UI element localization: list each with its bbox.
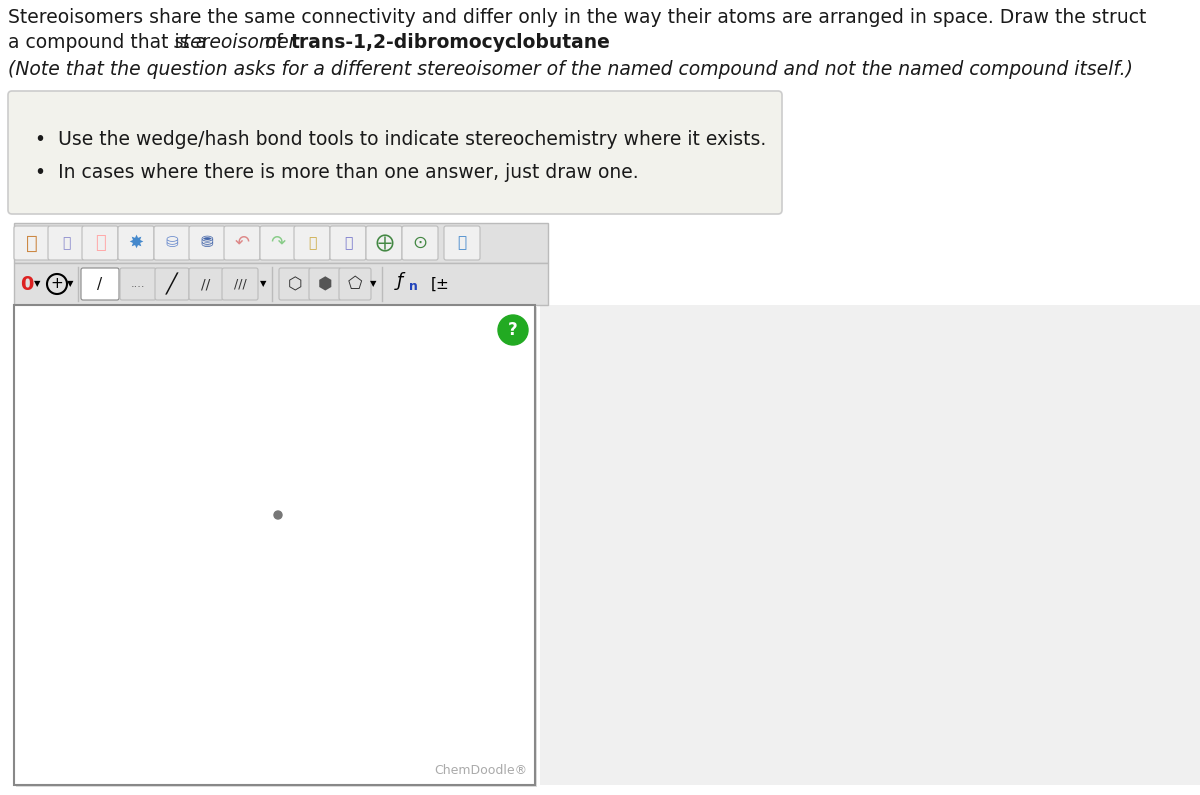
- Text: ⬜: ⬜: [344, 236, 352, 250]
- FancyBboxPatch shape: [14, 226, 50, 260]
- FancyBboxPatch shape: [224, 226, 260, 260]
- FancyBboxPatch shape: [366, 226, 402, 260]
- FancyBboxPatch shape: [310, 268, 341, 300]
- Text: [±: [±: [431, 277, 449, 292]
- FancyBboxPatch shape: [16, 307, 538, 787]
- Text: ↶: ↶: [234, 234, 250, 252]
- Text: ⬢: ⬢: [318, 275, 332, 293]
- FancyBboxPatch shape: [190, 226, 226, 260]
- Circle shape: [274, 511, 282, 519]
- FancyBboxPatch shape: [444, 226, 480, 260]
- FancyBboxPatch shape: [155, 268, 190, 300]
- Text: a compound that is a: a compound that is a: [8, 33, 214, 52]
- Text: ⬡: ⬡: [288, 275, 302, 293]
- Text: ChemDoodle®: ChemDoodle®: [434, 764, 527, 777]
- FancyBboxPatch shape: [540, 305, 1200, 785]
- Text: .: .: [512, 33, 518, 52]
- Text: stereoisomer: stereoisomer: [174, 33, 298, 52]
- FancyBboxPatch shape: [294, 226, 330, 260]
- FancyBboxPatch shape: [14, 223, 548, 263]
- Text: ▼: ▼: [67, 280, 73, 289]
- Text: 💠: 💠: [95, 234, 106, 252]
- Text: ⛃: ⛃: [200, 235, 214, 250]
- Text: ✸: ✸: [128, 234, 144, 252]
- Text: 🧴: 🧴: [62, 236, 70, 250]
- FancyBboxPatch shape: [8, 91, 782, 214]
- FancyBboxPatch shape: [278, 268, 311, 300]
- Text: 0: 0: [20, 274, 34, 293]
- Text: ⬠: ⬠: [348, 275, 362, 293]
- Text: •  Use the wedge/hash bond tools to indicate stereochemistry where it exists.: • Use the wedge/hash bond tools to indic…: [35, 130, 767, 149]
- FancyBboxPatch shape: [120, 268, 156, 300]
- Circle shape: [498, 315, 528, 345]
- Text: ▼: ▼: [34, 280, 41, 289]
- FancyBboxPatch shape: [14, 263, 548, 305]
- Text: 🖐: 🖐: [26, 234, 38, 253]
- Text: +: +: [50, 277, 64, 292]
- Text: ╱: ╱: [166, 273, 178, 295]
- FancyBboxPatch shape: [82, 268, 119, 300]
- Text: trans-1,2-dibromocyclobutane: trans-1,2-dibromocyclobutane: [290, 33, 611, 52]
- Text: •  In cases where there is more than one answer, just draw one.: • In cases where there is more than one …: [35, 163, 638, 182]
- Text: ▼: ▼: [259, 280, 266, 289]
- Text: of: of: [259, 33, 289, 52]
- FancyBboxPatch shape: [402, 226, 438, 260]
- FancyBboxPatch shape: [48, 226, 84, 260]
- Text: ⬜: ⬜: [308, 236, 316, 250]
- Text: ....: ....: [131, 279, 145, 289]
- Text: ⛁: ⛁: [166, 235, 179, 250]
- Text: ///: ///: [234, 277, 246, 290]
- Text: ƒ: ƒ: [397, 272, 403, 290]
- Text: //: //: [202, 277, 211, 291]
- Text: (Note that the question asks for a different stereoisomer of the named compound : (Note that the question asks for a diffe…: [8, 60, 1133, 79]
- FancyBboxPatch shape: [82, 226, 118, 260]
- FancyBboxPatch shape: [154, 226, 190, 260]
- Text: n: n: [408, 281, 418, 293]
- FancyBboxPatch shape: [260, 226, 296, 260]
- FancyBboxPatch shape: [190, 268, 223, 300]
- FancyBboxPatch shape: [118, 226, 154, 260]
- Text: 🎨: 🎨: [457, 235, 467, 250]
- FancyBboxPatch shape: [14, 305, 535, 785]
- Text: ⊙: ⊙: [413, 234, 427, 252]
- FancyBboxPatch shape: [330, 226, 366, 260]
- Text: ?: ?: [508, 321, 518, 339]
- FancyBboxPatch shape: [340, 268, 371, 300]
- FancyBboxPatch shape: [222, 268, 258, 300]
- Text: ▼: ▼: [370, 280, 377, 289]
- Text: /: /: [97, 277, 102, 292]
- Text: ↷: ↷: [270, 234, 286, 252]
- Text: ⨁: ⨁: [374, 234, 394, 252]
- Text: Stereoisomers share the same connectivity and differ only in the way their atoms: Stereoisomers share the same connectivit…: [8, 8, 1146, 27]
